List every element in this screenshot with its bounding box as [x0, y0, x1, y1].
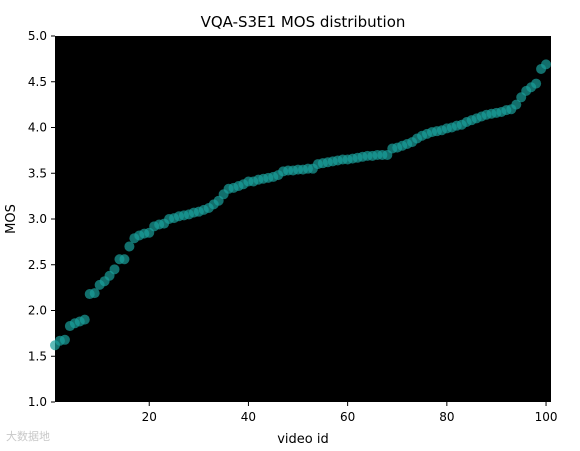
y-tick-label: 5.0 [28, 29, 47, 43]
y-tick-label: 4.0 [28, 121, 47, 135]
x-axis-label: video id [277, 432, 329, 447]
data-point [89, 288, 100, 299]
data-point [119, 254, 130, 265]
x-tick-label: 80 [439, 410, 454, 424]
y-tick-label: 2.5 [28, 258, 47, 272]
data-point [541, 59, 552, 70]
data-point [109, 264, 120, 275]
y-tick-label: 1.0 [28, 395, 47, 409]
data-point [124, 241, 135, 252]
watermark: 大数据地 [6, 430, 50, 443]
x-tick-label: 100 [535, 410, 558, 424]
data-point [59, 334, 70, 345]
chart-title: VQA-S3E1 MOS distribution [201, 13, 406, 31]
data-point [531, 78, 542, 89]
y-tick-label: 2.0 [28, 304, 47, 318]
data-point [79, 314, 90, 325]
data-points [50, 59, 552, 351]
y-tick-label: 3.5 [28, 166, 47, 180]
y-axis-label: MOS [4, 204, 19, 234]
data-point [511, 99, 522, 110]
plot-area [55, 36, 551, 402]
x-tick-label: 40 [241, 410, 256, 424]
y-tick-label: 4.5 [28, 75, 47, 89]
y-tick-label: 1.5 [28, 349, 47, 363]
x-axis: 20 40 60 80 100 [142, 402, 558, 424]
y-axis: 1.0 1.5 2.0 2.5 3.0 3.5 4.0 4.5 5.0 [28, 29, 55, 409]
y-tick-label: 3.0 [28, 212, 47, 226]
x-tick-label: 20 [142, 410, 157, 424]
x-tick-label: 60 [340, 410, 355, 424]
